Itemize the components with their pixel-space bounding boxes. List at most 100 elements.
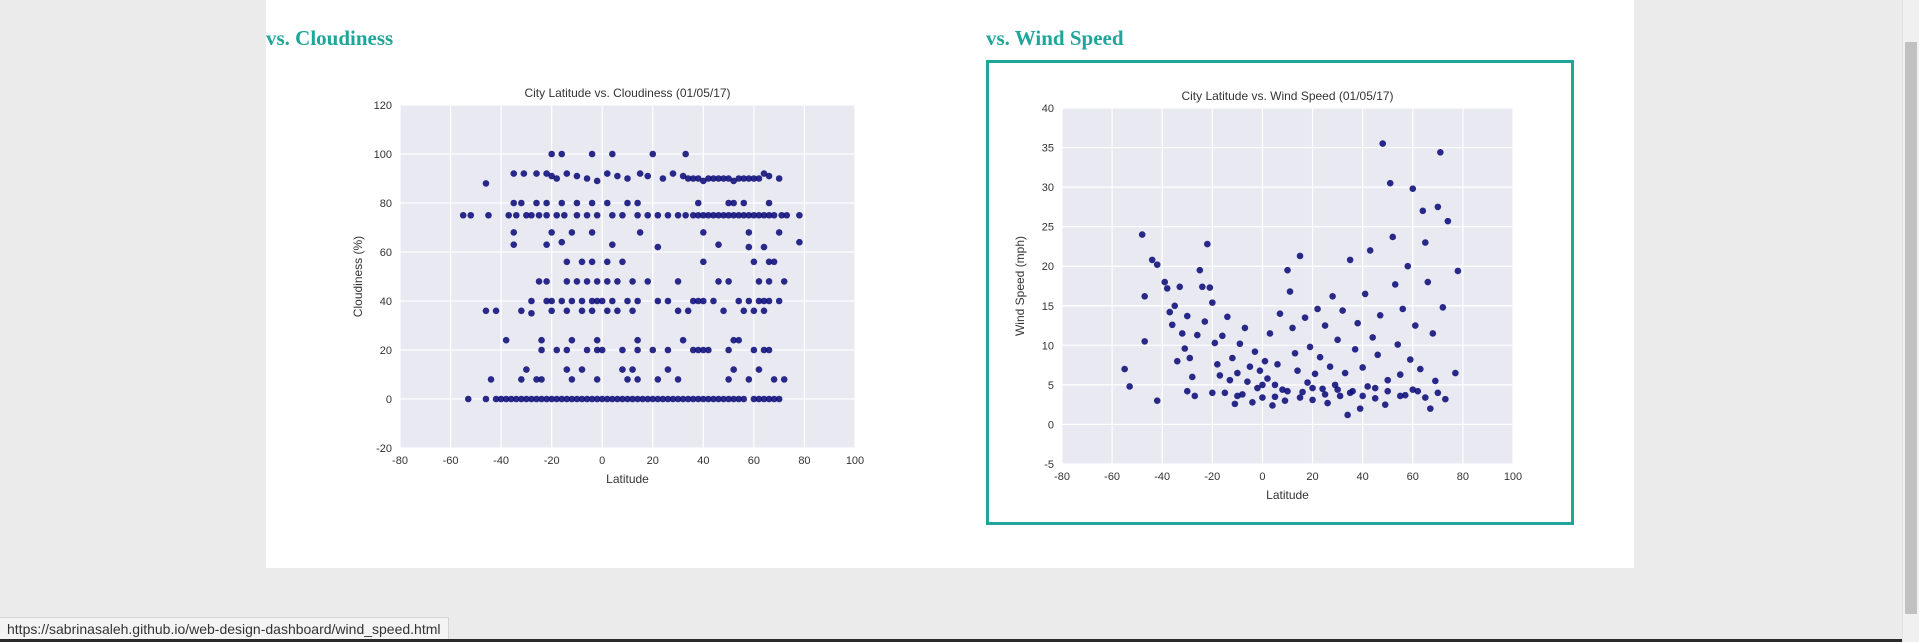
data-point: [1411, 322, 1419, 329]
data-point: [654, 297, 662, 305]
x-tick-label: -80: [392, 455, 408, 467]
x-tick-label: 80: [1457, 471, 1469, 483]
data-point: [644, 278, 652, 285]
data-point: [1346, 256, 1354, 264]
data-point: [1309, 396, 1316, 404]
y-tick-label: 120: [374, 100, 392, 112]
data-point: [1148, 256, 1156, 264]
data-point: [1396, 392, 1404, 400]
data-point: [1381, 401, 1389, 408]
data-point: [684, 395, 692, 403]
data-point: [1261, 357, 1269, 365]
data-point: [755, 366, 763, 373]
scrollbar-thumb[interactable]: [1905, 42, 1917, 614]
x-tick-label: 20: [1306, 471, 1318, 483]
data-point: [578, 297, 586, 305]
data-point: [561, 211, 568, 219]
data-point: [1454, 267, 1462, 275]
data-point: [644, 395, 652, 403]
data-point: [649, 346, 657, 354]
data-point: [624, 175, 631, 182]
data-point: [1427, 405, 1434, 412]
data-point: [674, 395, 682, 403]
data-point: [553, 346, 561, 354]
cloudiness-plot[interactable]: -80 -60 -40 -20 0 20 40 60 80 100 -20 0 20 40 60 80 100 1…: [348, 82, 868, 512]
data-point: [1294, 367, 1301, 374]
data-point: [485, 211, 492, 219]
data-point: [578, 258, 586, 266]
data-point: [710, 175, 717, 182]
data-point: [634, 395, 641, 403]
y-tick-label: 20: [380, 345, 392, 357]
data-point: [664, 211, 672, 219]
x-tick-label: -80: [1054, 471, 1070, 483]
data-point: [1141, 338, 1148, 345]
data-point: [619, 366, 626, 373]
data-point: [528, 309, 535, 317]
data-point: [705, 395, 712, 403]
data-point: [1359, 364, 1366, 371]
data-point: [568, 297, 576, 305]
data-point: [609, 211, 616, 219]
status-bar-url: https://sabrinasaleh.github.io/web-desig…: [0, 617, 449, 640]
data-point: [1274, 361, 1281, 368]
data-point: [715, 175, 722, 182]
data-point: [679, 172, 687, 180]
y-tick-label: 40: [380, 296, 392, 308]
data-point: [1254, 384, 1261, 392]
data-point: [765, 346, 773, 354]
data-point: [518, 307, 525, 315]
data-point: [1444, 217, 1452, 225]
data-point: [775, 175, 783, 182]
data-point: [1194, 331, 1201, 339]
data-point: [1404, 262, 1412, 270]
data-point: [1183, 312, 1191, 320]
data-point: [603, 278, 611, 285]
data-point: [1171, 302, 1179, 310]
data-point: [533, 170, 540, 177]
data-point: [654, 376, 662, 383]
data-point: [778, 211, 785, 219]
data-point: [1229, 354, 1236, 362]
data-point: [1266, 330, 1274, 337]
data-point: [518, 376, 525, 383]
data-point: [700, 229, 707, 236]
data-point: [583, 395, 591, 403]
data-point: [543, 199, 550, 207]
data-point: [1163, 285, 1171, 292]
data-point: [578, 307, 586, 315]
data-point: [1141, 292, 1148, 300]
data-point: [700, 346, 707, 354]
data-point: [1354, 319, 1361, 327]
data-point: [588, 395, 596, 403]
data-point: [520, 170, 528, 177]
data-point: [1361, 290, 1369, 298]
data-point: [619, 395, 626, 403]
vertical-scrollbar[interactable]: [1902, 0, 1919, 642]
data-point: [755, 175, 763, 182]
data-point: [510, 199, 518, 207]
data-point: [720, 211, 727, 219]
data-point: [558, 395, 566, 403]
data-point: [543, 395, 550, 403]
data-point: [1284, 387, 1291, 395]
data-point: [710, 297, 717, 305]
data-point: [603, 170, 611, 177]
data-point: [684, 307, 692, 315]
wind-speed-plot-link[interactable]: -80 -60 -40 -20 0 20 40 60 80 100 -5 0 5 10 15 20 25 30 35…: [986, 60, 1574, 525]
data-point: [1339, 307, 1346, 314]
data-point: [770, 211, 778, 219]
data-point: [1384, 376, 1392, 384]
data-point: [1161, 278, 1169, 286]
data-point: [775, 229, 783, 236]
data-point: [603, 395, 611, 403]
data-point: [730, 336, 737, 344]
data-point: [664, 395, 672, 403]
data-point: [735, 336, 743, 344]
data-point: [548, 395, 555, 403]
data-point: [1234, 369, 1241, 377]
data-point: [755, 278, 763, 285]
data-point: [1319, 385, 1326, 393]
x-tick-label: 60: [748, 455, 760, 467]
data-point: [1409, 386, 1417, 393]
